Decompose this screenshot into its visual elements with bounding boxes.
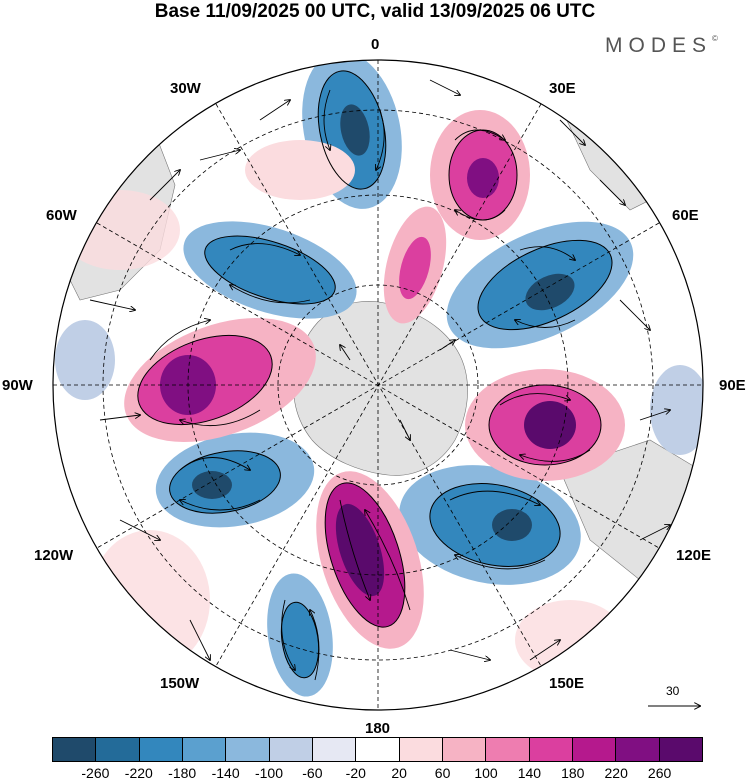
lon-label-30w: 30W [170, 80, 201, 97]
colorbar-tick-label: -220 [124, 765, 153, 781]
lon-label-30e: 30E [549, 80, 576, 97]
map-boundary [52, 59, 704, 711]
brand-text: MODES [605, 34, 713, 57]
colorbar-segment [95, 738, 139, 761]
colorbar-tick-label: -60 [302, 765, 323, 781]
colorbar-tick-label: -100 [254, 765, 284, 781]
colorbar-segment [528, 738, 572, 761]
colorbar-segment [441, 738, 486, 761]
lon-label-150e: 150E [549, 675, 585, 692]
colorbar-tick-label: -180 [168, 765, 197, 781]
lon-label-120e: 120E [676, 547, 712, 564]
colorbar-tick-label: 180 [561, 765, 585, 781]
lon-label-180: 180 [365, 720, 391, 737]
colorbar-segment [53, 738, 96, 761]
colorbar-tick-label: -260 [81, 765, 110, 781]
reference-vector-value: 30 [666, 684, 680, 698]
colorbar-segment [225, 738, 269, 761]
colorbar-segment [138, 738, 182, 761]
colorbar-tick-label: 60 [434, 765, 451, 781]
lon-label-60w: 60W [46, 207, 77, 224]
map-field [53, 60, 703, 710]
colorbar-segment [311, 738, 356, 761]
colorbar-tick-label: -20 [345, 765, 366, 781]
brand-logo: MODES© [605, 34, 718, 58]
colorbar-segment [658, 738, 702, 761]
colorbar-segment [355, 738, 399, 761]
colorbar-segment [181, 738, 226, 761]
colorbar-tick-label: 140 [517, 765, 542, 781]
lon-label-0: 0 [371, 36, 380, 53]
colorbar [52, 737, 703, 762]
colorbar-tick-label: 220 [604, 765, 628, 781]
colorbar-segment [615, 738, 659, 761]
lon-label-90e: 90E [719, 377, 746, 394]
lon-label-120w: 120W [34, 547, 74, 564]
map-title: Base 11/09/2025 00 UTC, valid 13/09/2025… [154, 1, 596, 22]
copyright-mark: © [712, 34, 718, 43]
colorbar-tick-label: -140 [211, 765, 240, 781]
wind-vectors [89, 79, 670, 681]
colorbar-segment [398, 738, 442, 761]
colorbar-segment [268, 738, 312, 761]
lon-label-150w: 150W [160, 675, 200, 692]
colorbar-segment [571, 738, 616, 761]
colorbar-tick-label: 260 [647, 765, 672, 781]
colorbar-tick-label: 100 [474, 765, 498, 781]
graticule [53, 60, 703, 710]
colorbar-tick-label: 20 [391, 765, 407, 781]
lon-label-60e: 60E [672, 207, 699, 224]
colorbar-segment [485, 738, 529, 761]
lon-label-90w: 90W [2, 377, 33, 394]
